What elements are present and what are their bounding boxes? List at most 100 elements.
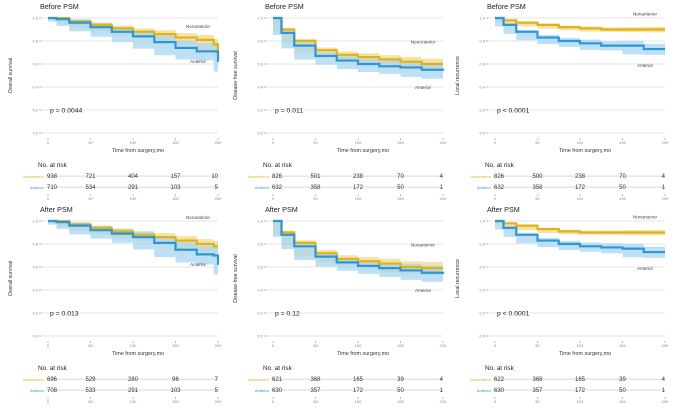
- y-tick-mark: [39, 17, 41, 19]
- risk-group-label: NonAnterior: [248, 174, 270, 179]
- risk-tick-label: 0: [494, 196, 497, 201]
- y-tick-mark: [264, 312, 266, 314]
- p-value: p = 0.013: [50, 311, 79, 318]
- y-axis-label: Disease-free survival: [233, 51, 239, 99]
- survival-curve-anterior: [495, 16, 665, 51]
- risk-tick-label: 0: [494, 399, 497, 404]
- ci-band-anterior: [273, 18, 443, 79]
- x-tick-mark: [314, 138, 317, 140]
- x-tick-label: 100: [355, 140, 362, 145]
- km-chart: After PSM Overall survival 0.0 0.2 0.4 0.6 0.8…: [8, 205, 222, 404]
- x-tick-label: 50: [313, 343, 318, 348]
- y-tick-mark: [264, 109, 266, 111]
- y-tick-mark: [39, 109, 41, 111]
- curve-label-nonanterior: Nonanterior: [411, 242, 435, 247]
- risk-tick-mark: [314, 194, 317, 196]
- curve-label-anterior: Anterior: [637, 63, 654, 68]
- risk-count: 280: [128, 377, 139, 383]
- risk-tick-mark: [536, 194, 539, 196]
- x-tick-label: 0: [272, 140, 275, 145]
- risk-group-label: Anterior: [477, 388, 492, 393]
- curve-label-anterior: Anterior: [190, 59, 207, 64]
- risk-count: 534: [85, 185, 96, 191]
- risk-count: 172: [575, 388, 586, 394]
- y-tick-mark: [264, 86, 266, 88]
- risk-count: 1: [440, 388, 444, 394]
- risk-tick-mark: [536, 397, 539, 399]
- km-panel: After PSM Disease-free survival 0.0 0.2 0.4 0…: [225, 203, 451, 407]
- curve-label-anterior: Anterior: [415, 288, 432, 293]
- risk-tick-label: 100: [130, 399, 137, 404]
- risk-count: 172: [353, 388, 364, 394]
- risk-tick-mark: [314, 397, 317, 399]
- risk-tick-label: 50: [88, 196, 93, 201]
- risk-tick-mark: [494, 194, 496, 196]
- y-axis-label: Local recurrence: [455, 56, 461, 95]
- y-tick-mark: [39, 220, 41, 222]
- panel-title: After PSM: [40, 205, 73, 214]
- x-tick-mark: [132, 341, 134, 343]
- risk-count: 632: [272, 185, 283, 191]
- risk-count: 5: [215, 185, 219, 191]
- y-axis-label: Local recurrence: [455, 259, 461, 298]
- risk-count: 696: [47, 377, 58, 383]
- risk-count: 157: [170, 174, 181, 180]
- risk-tick-label: 100: [355, 399, 362, 404]
- x-tick-mark: [272, 138, 274, 140]
- risk-tick-mark: [272, 397, 274, 399]
- y-tick-label: 0.6: [257, 264, 263, 269]
- risk-tick-label: 200: [440, 399, 447, 404]
- x-tick-mark: [579, 341, 581, 343]
- y-axis-label: Overall survival: [8, 261, 14, 296]
- km-chart: After PSM Local recurrence 0.0 0.2 0.4 0.6 0.8…: [455, 205, 669, 404]
- risk-group-label: Nonanterior: [23, 174, 45, 179]
- survival-curve-anterior: [48, 219, 220, 265]
- risk-count: 4: [440, 377, 444, 383]
- y-tick-mark: [39, 335, 41, 337]
- risk-group-label: Nonanterior: [248, 377, 270, 382]
- y-tick-mark: [486, 63, 488, 65]
- x-tick-label: 150: [397, 343, 404, 348]
- x-tick-label: 150: [172, 140, 179, 145]
- y-tick-label: 0.4: [479, 84, 485, 89]
- x-tick-label: 100: [577, 343, 584, 348]
- risk-tick-mark: [442, 194, 444, 196]
- risk-count: 630: [272, 388, 283, 394]
- y-tick-mark: [39, 40, 41, 42]
- risk-group-label: Anterior: [477, 185, 492, 190]
- panel-title: After PSM: [265, 205, 298, 214]
- y-tick-label: 0.8: [257, 38, 263, 43]
- y-tick-label: 0.8: [257, 241, 263, 246]
- risk-group-label: Nonanterior: [470, 174, 492, 179]
- risk-count: 70: [619, 174, 626, 180]
- risk-tick-label: 50: [535, 196, 540, 201]
- x-axis-label: Time from surgery,mo: [337, 148, 389, 154]
- y-tick-mark: [264, 289, 266, 291]
- y-tick-label: 0.2: [257, 107, 263, 112]
- risk-tick-mark: [357, 194, 359, 196]
- risk-group-label: Nonanterior: [470, 377, 492, 382]
- risk-tick-mark: [89, 194, 92, 196]
- risk-group-label: Anterior: [255, 185, 270, 190]
- y-tick-label: 1.0: [257, 15, 263, 20]
- x-tick-label: 100: [130, 343, 137, 348]
- x-tick-label: 100: [355, 343, 362, 348]
- risk-count: 4: [440, 174, 444, 180]
- p-value: p < 0.0001: [497, 311, 530, 318]
- ci-band-anterior: [273, 221, 443, 282]
- curve-label-nonanterior: Nonanterior: [186, 24, 210, 29]
- risk-count: 39: [397, 377, 404, 383]
- curve-label-nonanterior: Nonanterior: [633, 12, 657, 17]
- x-tick-label: 200: [662, 140, 669, 145]
- risk-count: 368: [310, 377, 321, 383]
- km-chart: Before PSM Overall survival 0.0 0.2 0.4 0.6 0.…: [8, 2, 222, 201]
- risk-count: 358: [532, 185, 543, 191]
- x-tick-label: 0: [494, 343, 497, 348]
- y-tick-label: 0.2: [479, 107, 485, 112]
- x-tick-label: 0: [494, 140, 497, 145]
- p-value: p = 0.0044: [50, 108, 83, 115]
- y-tick-label: 0.0: [32, 333, 38, 338]
- y-tick-label: 1.0: [32, 15, 38, 20]
- risk-count: 50: [619, 185, 626, 191]
- curve-label-nonanterior: NonAnterior: [411, 39, 436, 44]
